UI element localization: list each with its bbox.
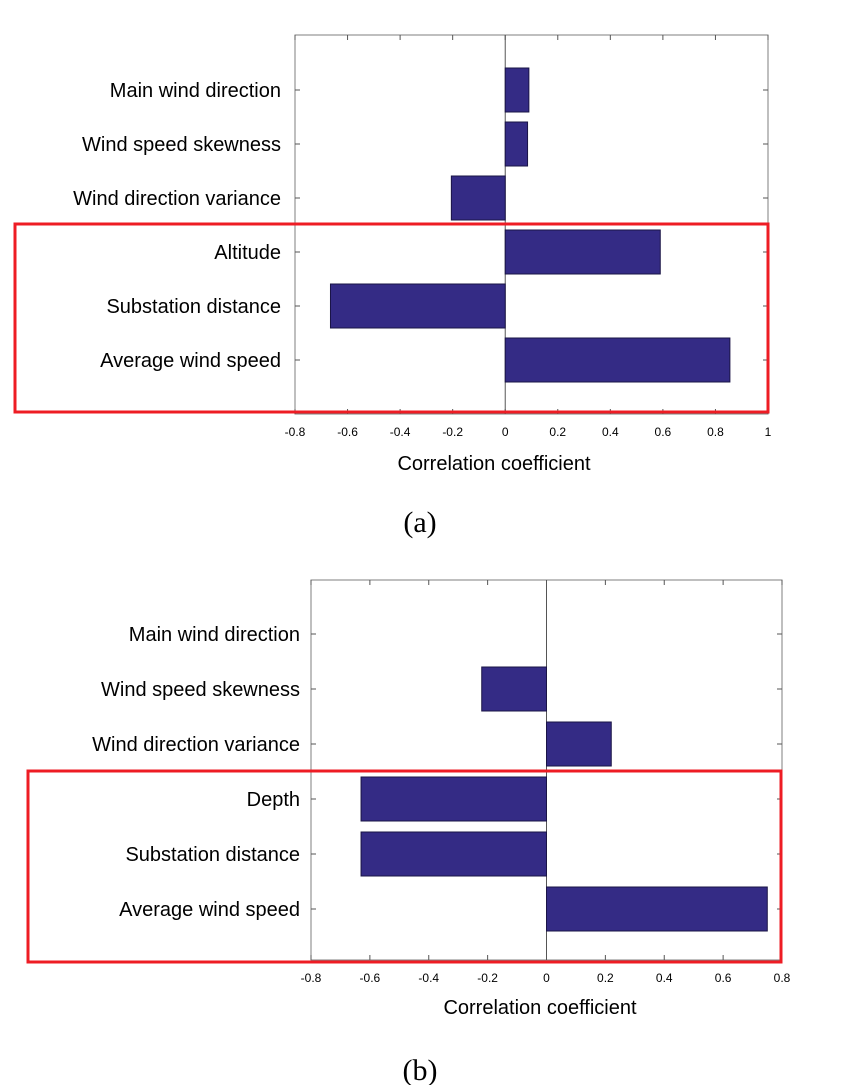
bar (546, 886, 768, 932)
category-label: Wind speed skewness (82, 134, 281, 156)
x-tick-label: -0.6 (337, 425, 358, 439)
x-axis-label: Correlation coefficient (443, 997, 637, 1019)
x-tick-label: -0.4 (390, 425, 411, 439)
panel-caption: (a) (403, 506, 436, 539)
chart-panel-b: (b) Correlation coefficient -0.8 -0.6 -0.4… (26, 579, 791, 1085)
bar (481, 666, 547, 712)
category-label: Substation distance (125, 844, 300, 866)
panel-caption: (b) (403, 1054, 438, 1085)
x-tick-label: -0.6 (360, 971, 381, 985)
x-tick-label: 0 (543, 971, 550, 985)
bar (450, 175, 506, 221)
x-tick-label: 0.6 (655, 425, 672, 439)
x-tick-label: 0.8 (707, 425, 724, 439)
chart-panel-a: (a) Correlation coefficient -0.8 -0.6 -0.4… (13, 34, 772, 539)
x-tick-label: -0.8 (285, 425, 306, 439)
bar (360, 831, 548, 877)
bar (504, 229, 661, 275)
category-label: Altitude (214, 242, 281, 264)
category-label: Wind speed skewness (101, 679, 300, 701)
x-tick-label: -0.4 (418, 971, 439, 985)
bar (504, 67, 530, 113)
x-tick-label: 0.2 (549, 425, 566, 439)
x-tick-label: 0.2 (597, 971, 614, 985)
x-tick-label: -0.2 (477, 971, 498, 985)
x-tick-label: 0.4 (656, 971, 673, 985)
x-tick-label: 0.6 (715, 971, 732, 985)
x-tick-label: 0.8 (774, 971, 791, 985)
highlight-box (13, 222, 770, 414)
x-tick-label: 1 (765, 425, 772, 439)
x-tick-label: -0.8 (301, 971, 322, 985)
category-label: Average wind speed (119, 899, 300, 921)
category-label: Depth (247, 789, 300, 811)
category-label: Main wind direction (129, 624, 300, 646)
x-tick-label: -0.2 (442, 425, 463, 439)
category-label: Main wind direction (110, 80, 281, 102)
x-tick-label: 0 (502, 425, 509, 439)
x-tick-label: 0.4 (602, 425, 619, 439)
bar (504, 121, 529, 167)
bar (360, 776, 548, 822)
bar (329, 283, 506, 329)
category-label: Average wind speed (100, 350, 281, 372)
category-label: Wind direction variance (92, 734, 300, 756)
category-label: Wind direction variance (73, 188, 281, 210)
bar (546, 721, 612, 767)
highlight-box (26, 769, 783, 964)
bar (504, 337, 731, 383)
x-axis-label: Correlation coefficient (397, 453, 591, 475)
category-label: Substation distance (106, 296, 281, 318)
